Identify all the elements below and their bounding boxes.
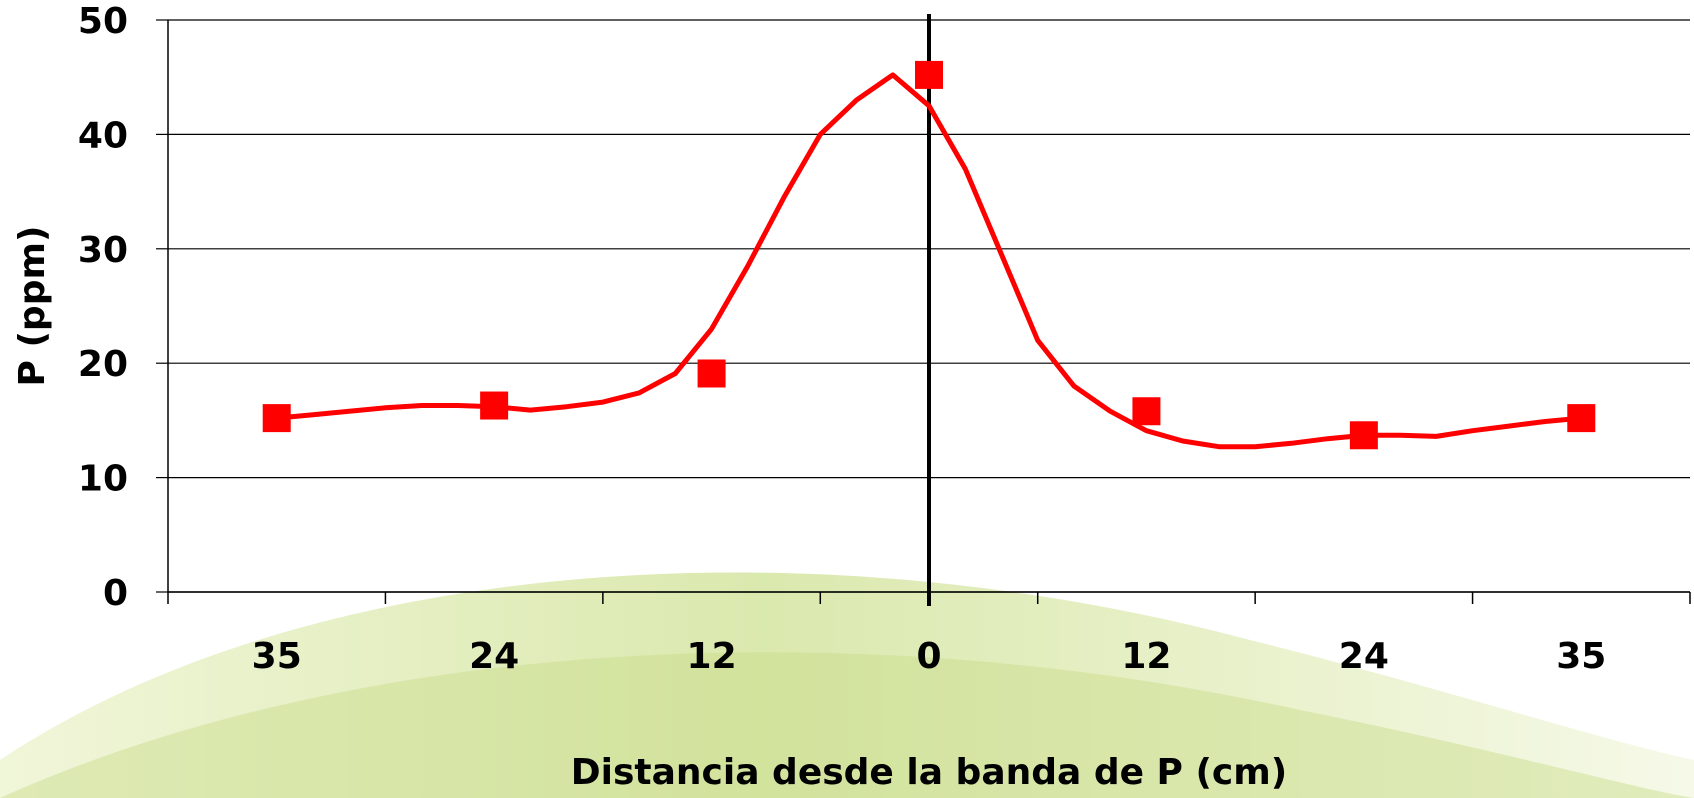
- y-axis-title: P (ppm): [12, 226, 53, 387]
- series-marker: [697, 359, 726, 388]
- y-tick-label: 30: [78, 230, 128, 271]
- y-axis-ticks: 0 10 20 30 40 50: [78, 1, 128, 614]
- x-axis-tick-labels: 35 24 12 0 12 24 35: [252, 636, 1607, 677]
- y-tick-label: 50: [78, 1, 128, 42]
- series-marker: [1349, 421, 1378, 450]
- series-marker: [480, 391, 509, 420]
- y-tick-label: 40: [78, 115, 128, 156]
- series-markers: [262, 60, 1596, 450]
- series-marker: [915, 60, 943, 89]
- gridlines: [156, 19, 1690, 593]
- x-tick-label: 24: [1339, 636, 1389, 677]
- x-tick-label: 12: [1121, 636, 1171, 677]
- x-tick-label: 24: [469, 636, 519, 677]
- x-tick-label: 0: [916, 636, 941, 677]
- series-marker: [262, 404, 291, 433]
- y-tick-label: 0: [103, 573, 128, 614]
- y-tick-label: 10: [78, 459, 128, 500]
- x-axis-title: Distancia desde la banda de P (cm): [571, 752, 1287, 793]
- x-tick-label: 12: [687, 636, 737, 677]
- x-tick-label: 35: [1556, 636, 1606, 677]
- x-tick-label: 35: [252, 636, 302, 677]
- series-marker: [1567, 404, 1596, 433]
- series-marker: [1132, 397, 1161, 426]
- y-tick-label: 20: [78, 344, 128, 385]
